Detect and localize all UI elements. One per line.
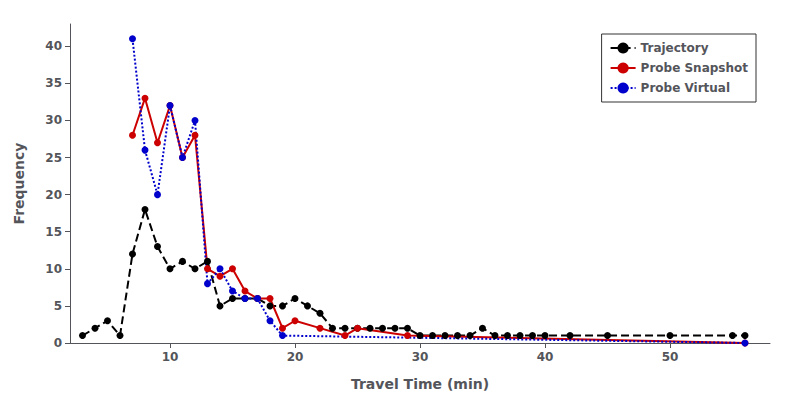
svg-text:Trajectory: Trajectory [641, 41, 709, 55]
svg-text:15: 15 [45, 225, 62, 239]
svg-text:40: 40 [45, 39, 62, 53]
svg-text:5: 5 [54, 299, 62, 313]
svg-text:50: 50 [662, 350, 679, 364]
svg-text:25: 25 [45, 151, 62, 165]
svg-text:Probe Virtual: Probe Virtual [641, 81, 730, 95]
svg-text:40: 40 [537, 350, 554, 364]
svg-text:10: 10 [162, 350, 179, 364]
svg-text:0: 0 [54, 336, 62, 350]
svg-text:30: 30 [45, 113, 62, 127]
svg-text:Travel Time (min): Travel Time (min) [351, 376, 489, 392]
svg-text:Probe Snapshot: Probe Snapshot [641, 61, 749, 75]
svg-text:20: 20 [45, 188, 62, 202]
svg-text:10: 10 [45, 262, 62, 276]
svg-text:30: 30 [412, 350, 429, 364]
svg-text:Frequency: Frequency [11, 143, 27, 225]
svg-text:35: 35 [45, 76, 62, 90]
svg-text:20: 20 [287, 350, 304, 364]
